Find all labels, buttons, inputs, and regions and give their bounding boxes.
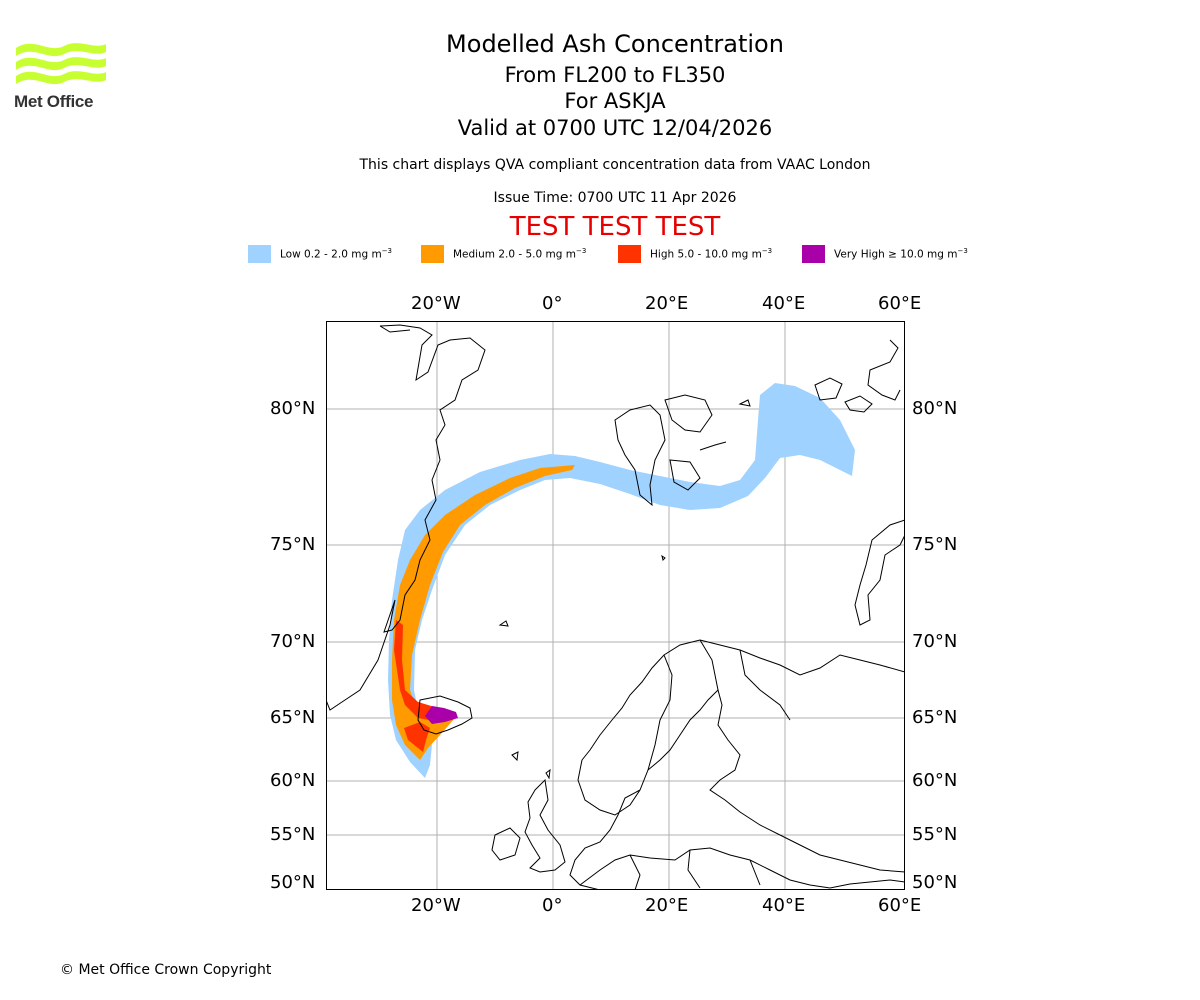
europe-coast bbox=[579, 847, 905, 890]
legend-label-low: Low 0.2 - 2.0 mg m bbox=[280, 248, 382, 261]
lat-tick-right-75n: 75°N bbox=[912, 534, 958, 555]
legend-label-very-high: Very High ≥ 10.0 mg m bbox=[834, 248, 958, 261]
copyright: © Met Office Crown Copyright bbox=[60, 962, 272, 978]
legend-label-medium: Medium 2.0 - 5.0 mg m bbox=[453, 248, 576, 261]
logo-text: Met Office bbox=[14, 92, 94, 111]
legend-swatch-low bbox=[248, 245, 271, 263]
issue-time: Issue Time: 0700 UTC 11 Apr 2026 bbox=[493, 190, 737, 206]
legend-label-high: High 5.0 - 10.0 mg m bbox=[650, 248, 762, 261]
chart-title: Modelled Ash Concentration bbox=[446, 30, 784, 58]
lat-tick-right-70n: 70°N bbox=[912, 631, 958, 652]
lat-tick-right-65n: 65°N bbox=[912, 707, 958, 728]
lon-tick-top-20w: 20°W bbox=[411, 293, 461, 314]
ash-area-very-high bbox=[425, 706, 458, 724]
lon-tick-bottom-20w: 20°W bbox=[411, 895, 461, 916]
lat-tick-left-65n: 65°N bbox=[270, 707, 316, 728]
chart-subtitle: This chart displays QVA compliant concen… bbox=[359, 157, 871, 173]
lat-tick-left-75n: 75°N bbox=[270, 534, 316, 555]
finland-border bbox=[699, 639, 791, 721]
small-islands bbox=[498, 399, 751, 627]
lat-tick-right-60n: 60°N bbox=[912, 770, 958, 791]
lat-tick-left-55n: 55°N bbox=[270, 824, 316, 845]
legend-swatch-high bbox=[618, 245, 641, 263]
lat-tick-right-80n: 80°N bbox=[912, 398, 958, 419]
lon-tick-bottom-0: 0° bbox=[542, 895, 563, 916]
lon-tick-bottom-40e: 40°E bbox=[762, 895, 806, 916]
lat-tick-left-60n: 60°N bbox=[270, 770, 316, 791]
sweden-norway-border bbox=[647, 654, 673, 771]
legend-swatch-very-high bbox=[802, 245, 825, 263]
test-banner: TEST TEST TEST bbox=[509, 212, 721, 242]
lon-tick-top-40e: 40°E bbox=[762, 293, 806, 314]
lon-tick-top-20e: 20°E bbox=[645, 293, 689, 314]
lat-tick-right-55n: 55°N bbox=[912, 824, 958, 845]
map-frame bbox=[326, 321, 905, 890]
valid-time: Valid at 0700 UTC 12/04/2026 bbox=[457, 116, 773, 140]
lat-tick-left-70n: 70°N bbox=[270, 631, 316, 652]
lat-tick-right-50n: 50°N bbox=[912, 872, 958, 893]
lon-tick-top-0: 0° bbox=[542, 293, 563, 314]
lat-tick-left-50n: 50°N bbox=[270, 872, 316, 893]
british-isles-coast bbox=[491, 778, 566, 873]
ash-area-medium bbox=[392, 465, 575, 760]
met-office-logo-icon bbox=[16, 43, 106, 85]
volcano-name: For ASKJA bbox=[564, 89, 666, 113]
flight-level-range: From FL200 to FL350 bbox=[504, 63, 726, 87]
faroe-islands bbox=[511, 751, 551, 780]
lon-tick-bottom-20e: 20°E bbox=[645, 895, 689, 916]
lon-tick-top-60e: 60°E bbox=[878, 293, 922, 314]
coastlines bbox=[326, 324, 905, 890]
iceland-coast bbox=[417, 695, 473, 735]
novaya-zemlya-coast bbox=[814, 339, 905, 626]
lat-tick-left-80n: 80°N bbox=[270, 398, 316, 419]
legend-swatch-medium bbox=[421, 245, 444, 263]
svalbard-coast bbox=[614, 394, 727, 507]
lon-tick-bottom-60e: 60°E bbox=[878, 895, 922, 916]
greenland-coast bbox=[326, 324, 486, 711]
ash-map bbox=[326, 321, 905, 890]
